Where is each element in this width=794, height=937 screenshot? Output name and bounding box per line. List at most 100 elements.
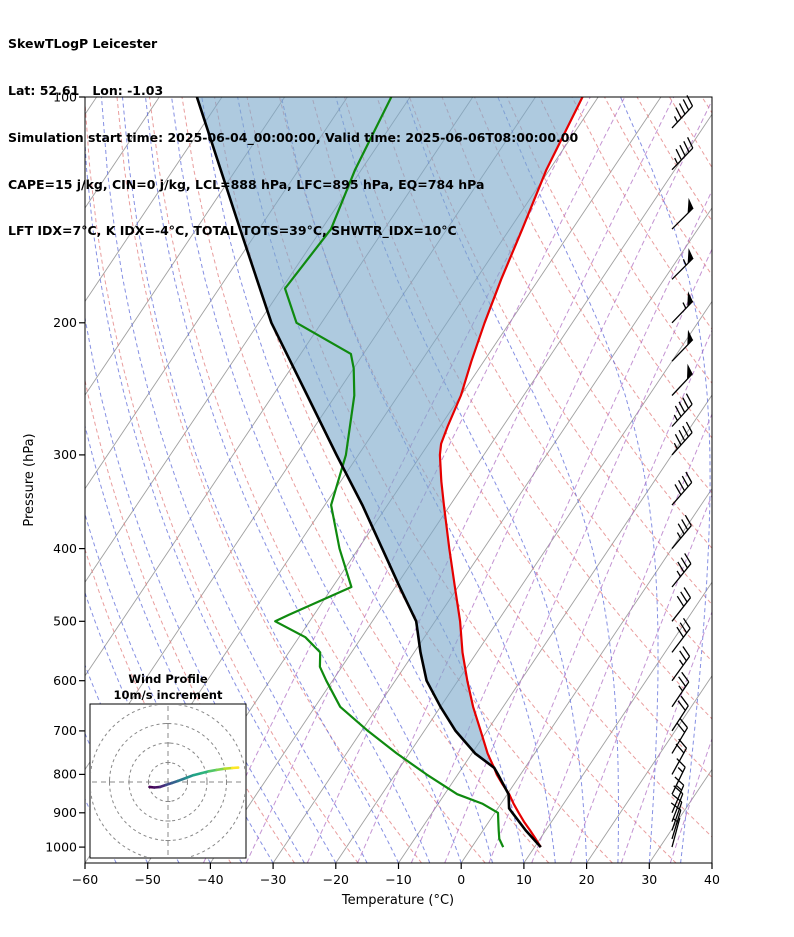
pressure-tick-label: 300 [53,447,77,462]
dry-adiabat-line [376,97,712,662]
dry-adiabat-line [604,97,712,277]
wind-barb [671,248,694,280]
wind-barb [671,553,692,588]
pressure-tick-label: 1000 [45,839,77,854]
wind-barb [671,617,691,653]
figure-header: SkewTLogP Leicester Lat: 52.61 Lon: -1.0… [8,5,578,270]
wind-barb [671,393,693,427]
mixing-ratio-line [569,493,712,863]
moist-adiabat-line [85,135,337,863]
wind-barb [671,646,691,682]
figure-title: SkewTLogP Leicester [8,36,158,52]
temperature-axis-label: Temperature (°C) [341,893,454,908]
hodograph-trace-segment [192,771,203,777]
isotherm-line [85,97,286,396]
moist-adiabat-line [711,859,712,863]
wind-barb [671,776,685,814]
wind-barb [671,758,686,795]
pressure-tick-label: 700 [53,723,77,738]
wind-barb [671,587,692,622]
hodograph-content [91,705,245,857]
dewpoint-curve [274,97,505,848]
wind-barb [671,817,681,848]
mixing-ratio-line [306,97,675,863]
temperature-curve [438,97,584,848]
pressure-tick-label: 500 [53,614,77,629]
moist-adiabat-line [497,97,659,863]
wind-barb [671,717,689,754]
hodograph-trace [148,766,240,789]
cape-area [196,97,583,768]
isotherm-line [272,207,712,863]
temp-tick-label: 30 [641,872,657,887]
isotherm-line [335,300,712,863]
hodograph-rings [91,705,245,857]
mixing-ratio-line [357,99,712,863]
wind-barb [671,197,694,230]
wind-barbs [670,95,694,848]
temp-tick-label: 40 [704,872,720,887]
isotherm-line [85,97,223,303]
temp-tick-label: −30 [260,872,286,887]
pressure-axis: 100 200 300 400 500 600 700 800 900 1000 [45,89,85,854]
temperature-axis: −60 −50 −40 −30 −20 −10 0 10 20 30 40 [72,863,720,887]
dry-adiabat-line [767,97,794,863]
moist-adiabat-line [405,97,619,863]
dry-adiabat-line [571,97,712,330]
temp-tick-label: −60 [72,872,98,887]
dry-adiabat-line [149,97,486,863]
hodograph-trace-segment [184,773,195,780]
moist-adiabat-line [171,97,462,863]
temp-tick-label: 20 [579,872,595,887]
mixing-ratio-line [410,189,712,863]
pressure-axis-label: Pressure (hPa) [22,433,37,526]
isotherm-line [711,862,712,863]
pressure-tick-label: 100 [53,89,77,104]
hodograph-trace-segment [199,769,211,775]
moist-adiabat-line [122,97,399,863]
wind-barb [671,695,689,732]
hodograph-title-line1: Wind Profile [128,672,208,686]
temp-tick-label: −40 [197,872,223,887]
temp-tick-label: 10 [516,872,532,887]
hodograph-trace-segment [176,776,187,783]
pressure-tick-label: 600 [53,673,77,688]
dry-adiabat-line [344,97,712,720]
hodograph-title-line2: 10m/s increment [114,688,223,702]
dry-adiabat-line [279,97,712,838]
mixing-ratio-line [669,737,712,863]
dry-adiabat-line [85,97,359,863]
moist-adiabat-line [101,97,368,863]
isotherm-line [586,675,712,863]
dry-adiabat-line [311,97,712,779]
wind-barb [671,137,694,171]
pressure-tick-label: 900 [53,805,77,820]
moist-adiabat-line [145,97,431,863]
isotherm-line [460,487,712,863]
wind-barb [671,95,694,129]
dry-adiabat-line [735,97,794,863]
mixing-ratio-line [245,97,626,863]
wind-barb [671,329,694,362]
pressure-tick-label: 400 [53,541,77,556]
wind-barb [671,291,694,324]
dry-adiabat-line [181,97,550,863]
mixing-ratio-line [620,610,712,863]
isotherm-line [398,394,712,863]
hodograph-trace-segment [215,767,226,772]
wind-barb [671,471,693,506]
figure-times: Simulation start time: 2025-06-04_00:00:… [8,129,579,145]
temp-tick-label: −50 [135,872,161,887]
dry-adiabat-line [246,97,677,863]
profile-layer [195,97,584,848]
wind-barb [671,363,693,396]
moist-adiabat-line [85,663,180,863]
moist-adiabat-line [201,97,493,863]
moist-adiabat-line [620,97,711,863]
mixing-ratio-line [444,247,712,863]
dry-adiabat-line [636,97,712,222]
temp-tick-label: −20 [323,872,349,887]
mixing-ratio-line [531,412,712,863]
